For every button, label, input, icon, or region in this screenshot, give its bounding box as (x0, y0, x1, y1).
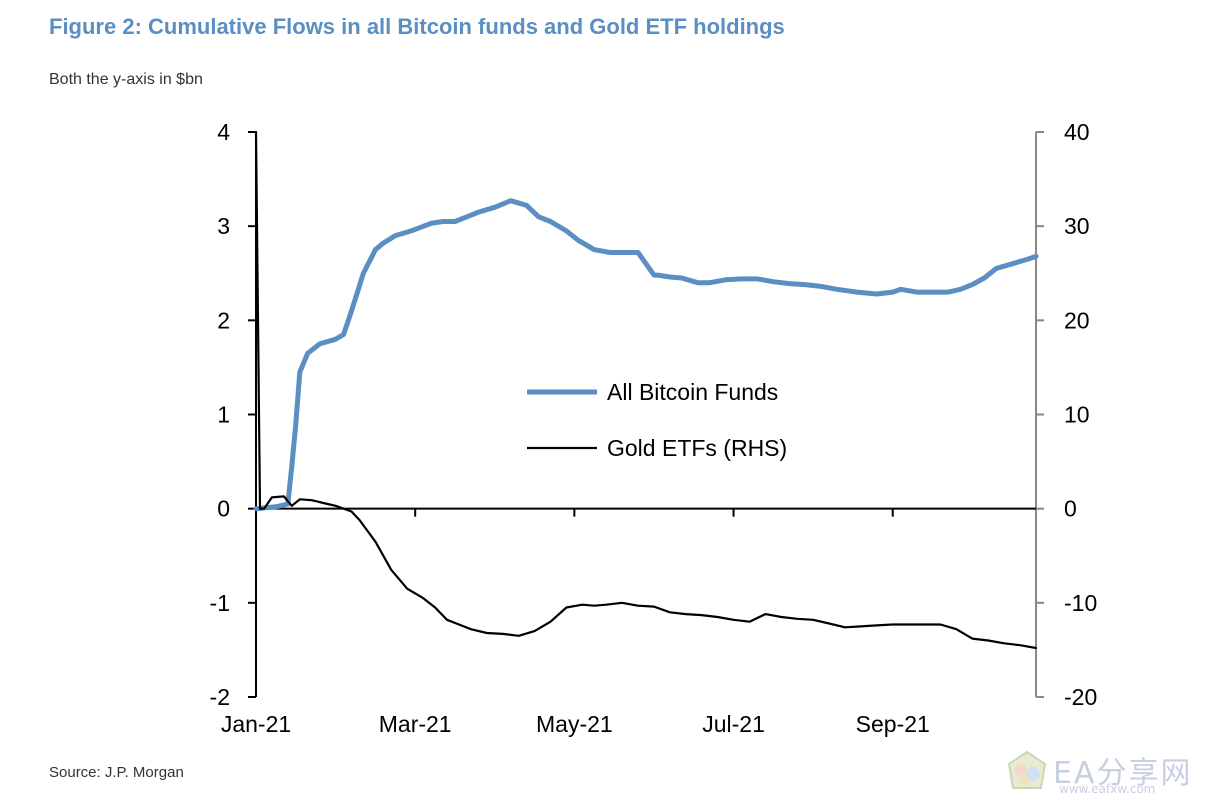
watermark: EA分享网 www.eafxw.com (1001, 746, 1211, 798)
x-tick-label: Sep-21 (856, 711, 930, 737)
series-line-bitcoin-funds (253, 198, 1039, 512)
left-y-tick-label: 3 (217, 213, 230, 239)
x-tick-label: Jan-21 (221, 711, 291, 737)
right-y-tick-label: 10 (1064, 402, 1090, 428)
x-tick-label: May-21 (536, 711, 613, 737)
right-y-tick-label: 0 (1064, 496, 1077, 522)
left-y-tick-label: -1 (210, 590, 230, 616)
figure-subtitle: Both the y-axis in $bn (49, 71, 203, 88)
legend-label: All Bitcoin Funds (607, 379, 778, 405)
right-y-tick-label: -20 (1064, 684, 1097, 710)
series-line-gold-etfs (254, 130, 1038, 650)
x-tick-label: Jul-21 (702, 711, 765, 737)
watermark-url: www.eafxw.com (1059, 782, 1156, 796)
x-tick-label: Mar-21 (379, 711, 452, 737)
left-y-tick-label: 1 (217, 402, 230, 428)
legend-label: Gold ETFs (RHS) (607, 435, 787, 461)
chart-legend: All Bitcoin Funds Gold ETFs (RHS) (527, 379, 787, 461)
right-y-tick-label: 20 (1064, 307, 1090, 333)
figure-source: Source: J.P. Morgan (49, 764, 184, 781)
left-y-tick-label: -2 (210, 684, 230, 710)
right-y-tick-label: 40 (1064, 119, 1090, 145)
left-y-tick-label: 2 (217, 307, 230, 333)
left-y-tick-label: 0 (217, 496, 230, 522)
watermark-logo-icon (1007, 750, 1047, 789)
right-y-tick-label: 30 (1064, 213, 1090, 239)
watermark-text: EA分享网 (1053, 756, 1193, 791)
left-y-tick-label: 4 (217, 119, 230, 145)
chart-axes (248, 131, 1044, 698)
chart-series (253, 130, 1039, 650)
figure-title: Figure 2: Cumulative Flows in all Bitcoi… (49, 14, 785, 39)
right-y-tick-label: -10 (1064, 590, 1097, 616)
